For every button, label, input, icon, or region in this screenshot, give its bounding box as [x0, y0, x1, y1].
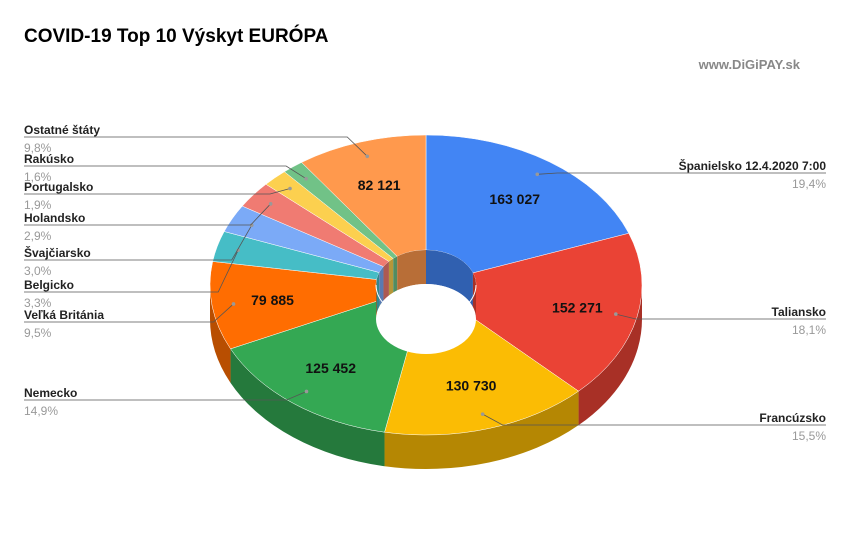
- leader-dot-rakusko: [304, 176, 308, 181]
- watermark: www.DiGiPAY.sk: [698, 57, 800, 72]
- category-label-spanielsko-12-4-2020-7-00: Španielsko 12.4.2020 7:00: [679, 158, 827, 173]
- leader-line-nemecko: [24, 391, 307, 401]
- percent-label-ostatne-staty: 9,8%: [24, 141, 52, 155]
- percent-label-svajciarsko: 3,0%: [24, 264, 52, 278]
- wall-nemecko: [230, 348, 385, 467]
- leader-dot-velka-britania: [231, 302, 236, 306]
- leader-line-taliansko: [615, 313, 826, 320]
- category-label-portugalsko: Portugalsko: [24, 180, 93, 194]
- donut-hole: [376, 284, 476, 354]
- inner-wall-portugalsko: [388, 258, 394, 296]
- leader-dot-taliansko: [614, 312, 618, 316]
- value-label-francuzsko: 130 730: [446, 377, 497, 393]
- percent-label-nemecko: 14,9%: [24, 404, 58, 418]
- percent-label-spanielsko-12-4-2020-7-00: 19,4%: [792, 177, 826, 191]
- leader-line-holandsko: [24, 203, 271, 226]
- leader-line-belgicko: [24, 249, 239, 293]
- category-label-rakusko: Rakúsko: [24, 152, 74, 166]
- chart-title: COVID-19 Top 10 Výskyt EURÓPA: [24, 26, 329, 47]
- category-label-nemecko: Nemecko: [24, 386, 77, 400]
- category-label-velka-britania: Veľká Británia: [24, 308, 104, 322]
- category-label-belgicko: Belgicko: [24, 278, 74, 292]
- inner-wall-svajciarsko: [379, 266, 384, 307]
- percent-label-belgicko: 3,3%: [24, 296, 52, 310]
- leader-line-rakusko: [24, 165, 307, 180]
- leader-line-portugalsko: [24, 188, 291, 195]
- inner-wall-ostatne-staty: [397, 250, 426, 291]
- leader-line-svajciarsko: [24, 224, 253, 261]
- leader-dot-portugalsko: [288, 186, 292, 191]
- category-label-francuzsko: Francúzsko: [759, 411, 826, 425]
- inner-wall-belgicko: [376, 272, 380, 314]
- donut-hole-rim: [375, 284, 477, 321]
- leader-line-ostatne-staty: [24, 136, 368, 157]
- value-label-spanielsko-12-4-2020-7-00: 163 027: [489, 191, 540, 207]
- category-label-taliansko: Taliansko: [772, 305, 826, 319]
- percent-label-francuzsko: 15,5%: [792, 429, 826, 443]
- percent-label-velka-britania: 9,5%: [24, 326, 52, 340]
- leader-dot-nemecko: [304, 389, 309, 394]
- value-label-velka-britania: 79 885: [251, 292, 294, 308]
- category-label-holandsko: Holandsko: [24, 211, 85, 225]
- leader-line-francuzsko: [482, 413, 826, 426]
- leader-line-spanielsko-12-4-2020-7-00: [537, 172, 826, 175]
- percent-label-taliansko: 18,1%: [792, 323, 826, 337]
- leader-dot-spanielsko-12-4-2020-7-00: [535, 172, 540, 177]
- percent-label-holandsko: 2,9%: [24, 229, 52, 243]
- inner-wall-spanielsko-12-4-2020-7-00: [426, 250, 473, 307]
- leader-dot-ostatne-staty: [365, 154, 370, 159]
- wall-taliansko: [578, 285, 642, 426]
- value-label-taliansko: 152 271: [552, 300, 603, 316]
- value-label-ostatne-staty: 82 121: [358, 177, 401, 193]
- inner-wall-taliansko: [472, 272, 476, 319]
- category-label-svajciarsko: Švajčiarsko: [24, 245, 91, 260]
- value-label-nemecko: 125 452: [305, 360, 356, 376]
- leader-dot-francuzsko: [480, 412, 485, 416]
- category-label-ostatne-staty: Ostatné štáty: [24, 123, 100, 137]
- leader-line-velka-britania: [24, 303, 234, 323]
- leader-dot-holandsko: [268, 202, 273, 206]
- wall-velka-britania: [210, 285, 231, 383]
- percent-label-rakusko: 1,6%: [24, 170, 52, 184]
- inner-wall-holandsko: [383, 261, 389, 301]
- percent-label-portugalsko: 1,9%: [24, 198, 52, 212]
- inner-wall-rakusko: [393, 256, 398, 293]
